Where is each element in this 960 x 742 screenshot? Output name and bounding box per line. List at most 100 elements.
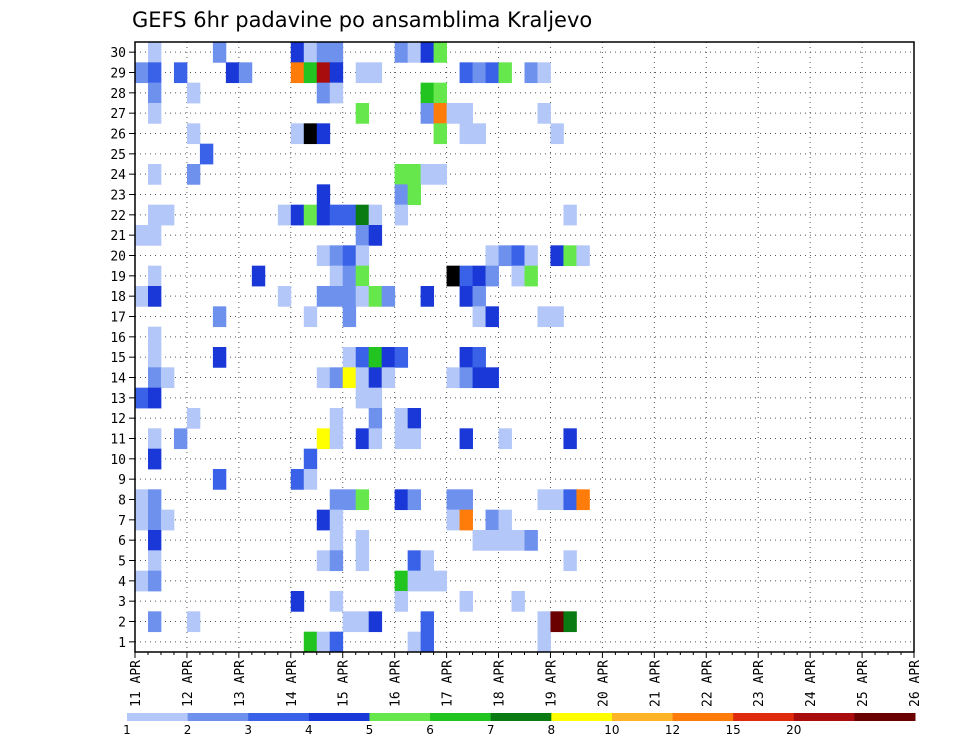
heatmap-cell (394, 42, 409, 63)
heatmap-cell (160, 367, 175, 389)
heatmap-cell (472, 306, 486, 328)
heatmap-cell (498, 62, 512, 84)
heatmap-cell (563, 245, 577, 267)
y-tick-label: 30 (110, 46, 126, 61)
x-tick-label: 12 APR (181, 660, 196, 707)
heatmap-cell (355, 367, 370, 389)
y-tick-label: 4 (118, 575, 126, 590)
heatmap-cell (472, 62, 486, 84)
heatmap-cell (303, 123, 318, 145)
heatmap-cell (355, 387, 370, 409)
heatmap-cell (524, 62, 538, 84)
heatmap-cell (316, 123, 331, 145)
legend-color-swatch (854, 713, 916, 721)
heatmap-cell (459, 367, 473, 389)
x-axis-ticks: 11 APR 12 APR 13 APR 14 APR 15 APR 16 APR 17 A… (129, 652, 923, 707)
y-tick-label: 12 (110, 412, 126, 427)
y-tick-label: 25 (110, 148, 126, 163)
heatmap-cell (147, 42, 162, 63)
heatmap-cell (368, 611, 383, 633)
legend-color-swatch (793, 713, 855, 721)
legend-threshold-label: 10 (604, 723, 619, 737)
heatmap-cell (135, 387, 149, 409)
legend-color-swatch (308, 713, 370, 721)
heatmap-cell (277, 204, 292, 226)
heatmap-cell (147, 326, 162, 348)
heatmap-cell (329, 428, 344, 450)
heatmap-cell (342, 286, 357, 307)
heatmap-cell (550, 123, 564, 145)
heatmap-cell (147, 164, 162, 185)
heatmap-cell (355, 550, 370, 572)
heatmap-cell (186, 611, 201, 633)
heatmap-cell (537, 611, 551, 633)
heatmap-cell (355, 489, 370, 511)
heatmap-cell (420, 42, 435, 63)
x-tick-label: 16 APR (389, 660, 404, 707)
heatmap-cell (316, 509, 331, 531)
heatmap-cell (316, 42, 331, 63)
x-tick-label: 21 APR (648, 660, 663, 707)
heatmap-cell (329, 591, 344, 612)
heatmap-cell (147, 611, 162, 633)
heatmap-cell (511, 530, 525, 551)
heatmap-cell (329, 509, 344, 531)
heatmap-cell (135, 225, 149, 246)
heatmap-cell (381, 286, 396, 307)
heatmap-cell (446, 509, 460, 531)
heatmap-cell (485, 530, 499, 551)
heatmap-cell (355, 62, 370, 84)
legend-threshold-label: 20 (786, 723, 801, 737)
heatmap-cell (316, 428, 331, 450)
chart-title: GEFS 6hr padavine po ansamblima Kraljevo (132, 8, 592, 32)
heatmap-cell (329, 489, 344, 511)
heatmap-cell (147, 225, 162, 246)
x-tick-label: 17 APR (441, 660, 456, 707)
heatmap-cell (576, 489, 590, 511)
y-tick-label: 7 (118, 514, 126, 529)
y-tick-label: 5 (118, 555, 126, 570)
y-tick-label: 20 (110, 250, 126, 265)
heatmap-cell (135, 62, 149, 84)
heatmap-cell (147, 103, 162, 124)
x-tick-label: 18 APR (493, 660, 508, 707)
heatmap-cell (290, 62, 305, 84)
y-tick-label: 29 (110, 67, 126, 82)
heatmap-cell (394, 570, 409, 592)
heatmap-cell (459, 265, 473, 287)
heatmap-cell (147, 428, 162, 450)
grid-lines (135, 42, 914, 652)
heatmap-cell (212, 347, 227, 368)
heatmap-cell (290, 469, 305, 490)
legend-threshold-label: 15 (726, 723, 741, 737)
heatmap-cell (420, 550, 435, 572)
heatmap-cell (368, 204, 383, 226)
heatmap-cell (147, 570, 162, 592)
heatmap-cell (303, 448, 318, 470)
heatmap-cell (225, 62, 240, 84)
heatmap-cell (420, 82, 435, 104)
y-tick-label: 9 (118, 473, 126, 488)
heatmap-cell (381, 347, 396, 368)
heatmap-cell (368, 286, 383, 307)
heatmap-cell (563, 550, 577, 572)
heatmap-cell (524, 245, 538, 267)
legend-color-swatch (430, 713, 492, 721)
heatmap-cell (550, 611, 564, 633)
heatmap-cell (485, 509, 499, 531)
heatmap-cell (472, 265, 486, 287)
heatmap-cell (303, 306, 318, 328)
heatmap-cell (511, 265, 525, 287)
heatmap-cell (472, 347, 486, 368)
y-tick-label: 18 (110, 290, 126, 305)
heatmap-cell (212, 42, 227, 63)
heatmap-cell (407, 428, 422, 450)
x-tick-label: 13 APR (233, 660, 248, 707)
heatmap-cell (420, 570, 435, 592)
y-axis-ticks: 1234567891011121314151617181920212223242… (110, 46, 135, 651)
heatmap-cell (355, 347, 370, 368)
heatmap-cell (316, 62, 331, 84)
heatmap-cell (459, 62, 473, 84)
heatmap-cell (355, 530, 370, 551)
legend-threshold-label: 2 (184, 723, 192, 737)
